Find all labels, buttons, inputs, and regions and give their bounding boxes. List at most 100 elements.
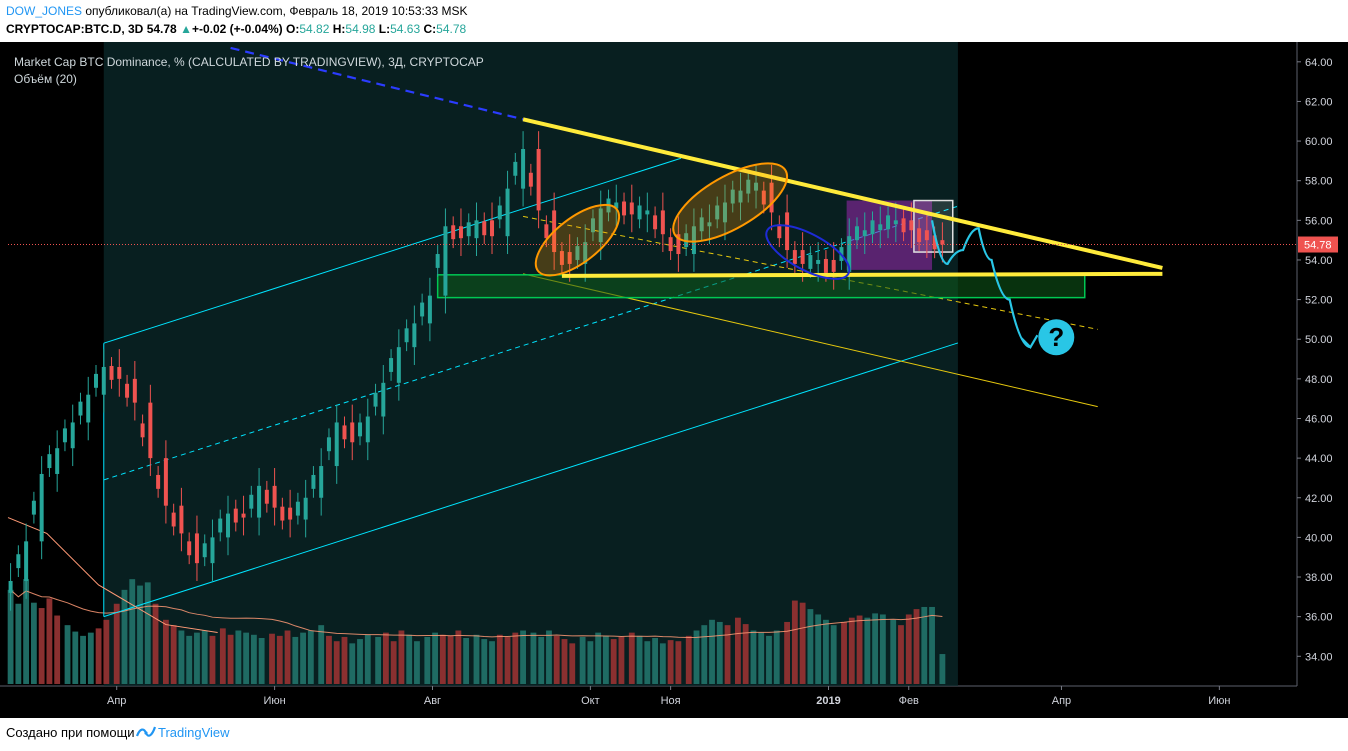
created-with-label: Создано при помощи <box>6 725 135 740</box>
volume-bar <box>939 654 946 684</box>
volume-bar <box>520 630 526 684</box>
price-tick-label: 50.00 <box>1305 334 1333 346</box>
volume-bar <box>258 637 265 684</box>
volume-bar <box>300 632 306 684</box>
support-zone <box>436 274 1086 299</box>
volume-bar <box>121 589 128 684</box>
candle-body <box>326 437 331 452</box>
volume-bar <box>137 585 143 684</box>
price-axis[interactable]: 54.78 64.00 62.00 60.00 58.00 56.00 54.00 52.00… <box>1297 57 1338 663</box>
candle-body <box>738 190 743 203</box>
candle-body <box>559 251 564 265</box>
candle-body <box>78 401 83 416</box>
volume-bar <box>439 634 446 684</box>
candle-body <box>47 454 52 469</box>
volume-bar <box>414 641 420 684</box>
time-axis[interactable]: Апр Июн Авг Окт Ноя 2019 Фев Апр Июн <box>107 686 1230 707</box>
volume-bar <box>815 614 822 684</box>
candle-body <box>358 422 363 437</box>
volume-bar <box>194 632 200 684</box>
price-tick-label: 46.00 <box>1305 413 1333 425</box>
volume-bar <box>364 634 371 684</box>
volume-bar <box>357 639 363 684</box>
candle-body <box>451 225 456 240</box>
candle-body <box>171 512 176 527</box>
candle-body <box>730 189 735 204</box>
volume-bar <box>38 608 45 684</box>
time-tick-label: Фев <box>899 695 919 707</box>
candle-body <box>156 474 161 489</box>
candle-body <box>653 215 658 230</box>
volume-bar <box>569 643 576 684</box>
volume-bar <box>406 634 413 684</box>
plot-area[interactable] <box>0 42 1298 687</box>
candle-body <box>831 259 836 272</box>
candle-body <box>288 507 293 520</box>
volume-bar <box>546 630 552 684</box>
candle-body <box>233 508 238 523</box>
candle-body <box>187 541 192 556</box>
author-link[interactable]: DOW_JONES <box>6 4 83 18</box>
volume-bar <box>269 633 275 684</box>
volume-bar <box>841 621 847 684</box>
volume-bar <box>830 625 837 684</box>
volume-bar <box>15 603 22 684</box>
volume-bar <box>144 582 151 684</box>
candle-body <box>660 210 665 235</box>
candle-body <box>792 250 797 264</box>
last-price-label-bg <box>1298 236 1338 253</box>
price-tick-label: 44.00 <box>1305 453 1333 465</box>
candle-body <box>505 188 510 237</box>
volume-bar <box>209 635 216 684</box>
volume-bar <box>784 621 791 684</box>
volume-bar <box>561 639 568 684</box>
close-label: C: <box>423 22 437 36</box>
volume-bar <box>292 636 299 684</box>
candle-body <box>249 494 254 509</box>
volume-bar <box>628 632 635 684</box>
candle-body <box>218 518 223 533</box>
candle-body <box>521 149 526 189</box>
candle-body <box>94 373 99 388</box>
candle-body <box>86 394 91 423</box>
volume-bar <box>742 624 749 684</box>
price-tick-label: 64.00 <box>1305 57 1333 69</box>
annotation-layer: ? <box>8 117 1297 356</box>
ellipse-orange-2 <box>672 162 789 243</box>
candle-body <box>396 347 401 383</box>
volume-ma-line <box>10 589 943 638</box>
volume-bar <box>675 641 682 684</box>
candle-body <box>575 246 580 260</box>
volume-bar <box>178 630 185 684</box>
candle-body <box>886 215 891 230</box>
drawing-layer <box>7 46 1098 633</box>
chart-canvas[interactable]: ? 54.78 64.00 62.00 60.00 58.00 56.00 54.00 52.… <box>0 42 1348 718</box>
tradingview-link[interactable]: TradingView <box>158 725 230 740</box>
candle-body <box>241 513 246 518</box>
symbol-line: CRYPTOCAP:BTC.D, 3D 54.78 ▲+-0.02 (+-0.0… <box>6 22 466 36</box>
volume-bar <box>473 634 480 684</box>
candle-body <box>854 226 859 241</box>
candle-body <box>272 485 277 508</box>
candle-body <box>800 250 805 264</box>
volume-bar <box>219 628 226 684</box>
volume-bar <box>685 635 692 684</box>
candle-body <box>350 422 355 443</box>
candle-body <box>458 226 463 239</box>
candle-body <box>932 235 937 250</box>
candle-body <box>901 218 906 233</box>
low-label: L: <box>378 22 391 36</box>
price-tick-label: 40.00 <box>1305 532 1333 544</box>
volume-bar <box>579 636 586 684</box>
price-ma-line <box>7 517 218 633</box>
candle-body <box>590 218 595 233</box>
volume-bar <box>87 632 94 684</box>
candle-body <box>435 254 440 268</box>
candle-body <box>427 295 432 324</box>
high-value: 54.98 <box>345 22 376 36</box>
volume-bar <box>382 632 389 684</box>
candle-body <box>699 217 704 232</box>
up-arrow-icon: ▲ <box>180 22 192 36</box>
volume-bar <box>898 625 904 684</box>
volume-bar <box>30 602 37 684</box>
